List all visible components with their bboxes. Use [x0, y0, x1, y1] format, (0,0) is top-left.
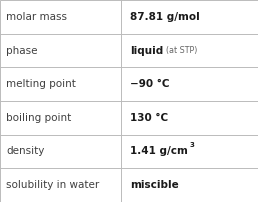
Text: 130 °C: 130 °C — [130, 113, 168, 123]
Text: −90 °C: −90 °C — [130, 79, 170, 89]
Text: boiling point: boiling point — [6, 113, 72, 123]
Text: density: density — [6, 146, 45, 157]
Text: miscible: miscible — [130, 180, 179, 190]
Text: liquid: liquid — [130, 45, 164, 56]
Text: solubility in water: solubility in water — [6, 180, 100, 190]
Text: 87.81 g/mol: 87.81 g/mol — [130, 12, 200, 22]
Text: molar mass: molar mass — [6, 12, 67, 22]
Text: (at STP): (at STP) — [166, 46, 197, 55]
Text: melting point: melting point — [6, 79, 76, 89]
Text: 1.41 g/cm: 1.41 g/cm — [130, 146, 188, 157]
Text: phase: phase — [6, 45, 38, 56]
Text: 3: 3 — [189, 142, 194, 148]
